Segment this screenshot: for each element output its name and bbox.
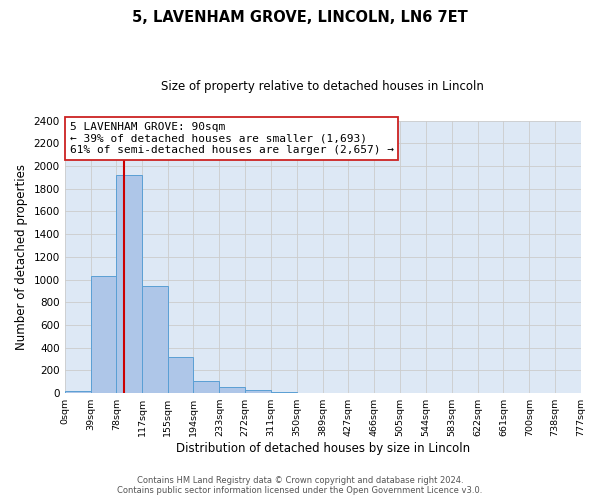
Text: 5, LAVENHAM GROVE, LINCOLN, LN6 7ET: 5, LAVENHAM GROVE, LINCOLN, LN6 7ET (132, 10, 468, 25)
Bar (142, 286, 167, 393)
Bar (116, 175, 142, 393)
Bar (65, 391, 91, 393)
Bar (193, 380, 220, 393)
Title: Size of property relative to detached houses in Lincoln: Size of property relative to detached ho… (161, 80, 484, 93)
Text: 5 LAVENHAM GROVE: 90sqm
← 39% of detached houses are smaller (1,693)
61% of semi: 5 LAVENHAM GROVE: 90sqm ← 39% of detache… (70, 122, 394, 155)
Y-axis label: Number of detached properties: Number of detached properties (15, 164, 28, 350)
Text: Contains HM Land Registry data © Crown copyright and database right 2024.
Contai: Contains HM Land Registry data © Crown c… (118, 476, 482, 495)
Bar (91, 276, 116, 393)
Bar (167, 356, 193, 393)
X-axis label: Distribution of detached houses by size in Lincoln: Distribution of detached houses by size … (176, 442, 470, 455)
Bar (245, 390, 271, 393)
Bar (220, 387, 245, 393)
Bar (271, 392, 297, 393)
